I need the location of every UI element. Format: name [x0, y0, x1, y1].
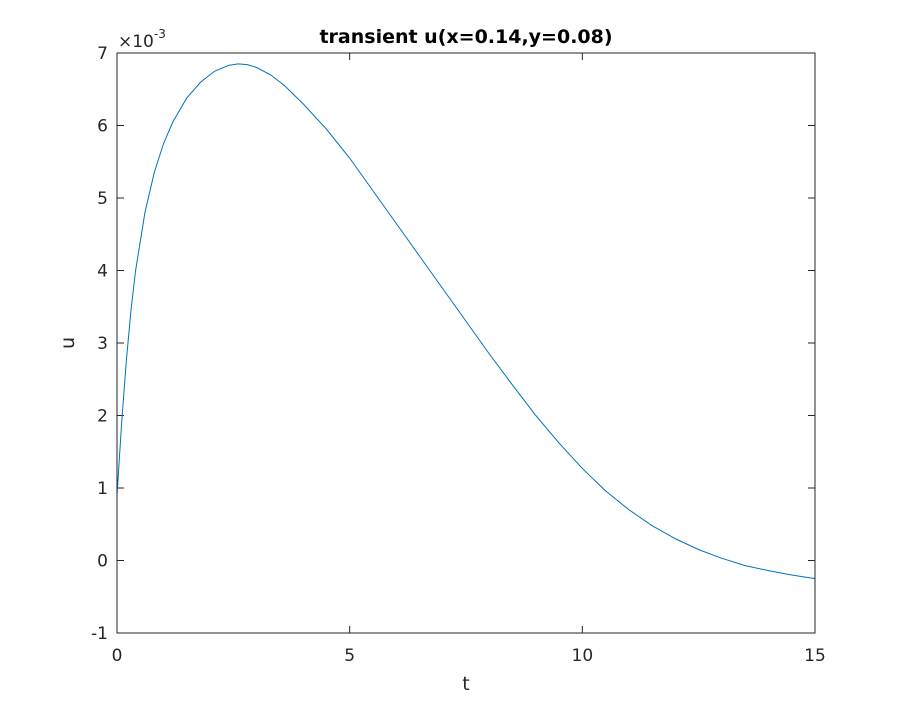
y-tick-label: 6 [97, 117, 108, 137]
y-axis-label: u [57, 337, 79, 349]
y-tick-label: 7 [97, 44, 108, 64]
y-tick-labels: -1 0 1 2 3 4 5 6 7 [91, 44, 108, 644]
y-tick-label: 2 [97, 407, 108, 427]
x-tick-label: 5 [344, 646, 355, 666]
chart-title: transient u(x=0.14,y=0.08) [319, 26, 612, 48]
y-tick-label: 3 [97, 334, 108, 354]
x-tick-label: 0 [112, 646, 123, 666]
x-axis-label: t [462, 673, 469, 695]
y-multiplier-exponent: -3 [154, 27, 166, 41]
plot-area [117, 53, 815, 633]
y-axis-multiplier: ×10-3 [118, 27, 166, 52]
axes-box [116, 52, 816, 634]
y-tick-label: 1 [97, 479, 108, 499]
y-tick-label: 5 [97, 189, 108, 209]
x-tick-label: 15 [804, 646, 826, 666]
y-multiplier-base: ×10 [118, 32, 154, 52]
x-tick-label: 10 [572, 646, 594, 666]
y-tick-label: 0 [97, 552, 108, 572]
y-tick-label: 4 [97, 262, 108, 282]
series-line-u [116, 63, 816, 580]
x-tick-labels: 0 5 10 15 [112, 646, 826, 666]
y-tick-label: -1 [91, 624, 108, 644]
